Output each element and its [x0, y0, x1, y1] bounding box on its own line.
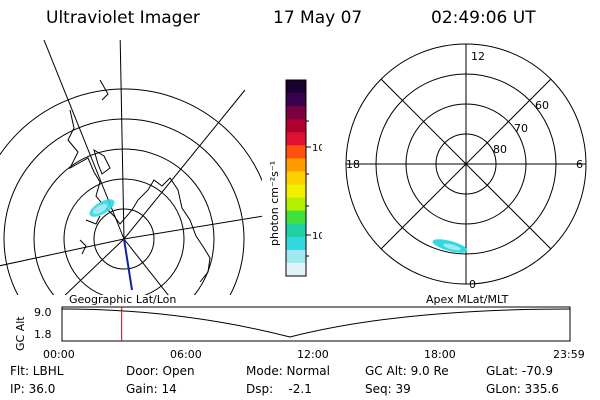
geographic-map [0, 40, 262, 295]
ip-info: IP: 36.0 [10, 382, 56, 396]
colorbar-stripe [286, 184, 306, 199]
colorbar-tick-100: 100 [312, 143, 322, 154]
dsp-info: Dsp: -2.1 [246, 382, 312, 396]
altitude-xtick-1800: 18:00 [424, 348, 456, 361]
colorbar-unit-label: photon cm⁻²s⁻¹ [268, 161, 281, 246]
altitude-ytick-9: 9.0 [34, 306, 52, 319]
colorbar-stripe [286, 80, 306, 94]
altitude-ylabel: GC Alt [14, 316, 27, 351]
glon-info: GLon: 335.6 [486, 382, 559, 396]
instrument-title: Ultraviolet Imager [46, 8, 200, 28]
altitude-ytick-1-8: 1.8 [34, 328, 52, 341]
lat-label-60: 60 [535, 99, 549, 112]
altitude-xtick-1200: 12:00 [297, 348, 329, 361]
colorbar-stripe [286, 145, 306, 159]
gain-info: Gain: 14 [126, 382, 177, 396]
altitude-xtick-0600: 06:00 [170, 348, 202, 361]
colorbar: 100 10 photon cm⁻²s⁻¹ [268, 79, 322, 277]
colorbar-stripe [286, 197, 306, 212]
mlt-label-18: 18 [346, 158, 360, 171]
date-label: 17 May 07 [273, 8, 363, 28]
colorbar-stripe [286, 249, 306, 264]
colorbar-stripe [286, 210, 306, 225]
mlt-label-12: 12 [471, 50, 485, 63]
colorbar-stripe [286, 93, 306, 107]
door-info: Door: Open [126, 364, 195, 378]
mlt-label-0: 0 [469, 278, 476, 291]
colorbar-stripe [286, 132, 306, 146]
lat-label-70: 70 [514, 122, 528, 135]
colorbar-stripe [286, 119, 306, 133]
colorbar-tick-10: 10 [312, 231, 322, 242]
glat-info: GLat: -70.9 [486, 364, 553, 378]
magnetic-map-label: Apex MLat/MLT [426, 293, 509, 306]
lat-label-80: 80 [493, 143, 507, 156]
mode-info: Mode: Normal [246, 364, 330, 378]
gc-alt-info: GC Alt: 9.0 Re [365, 364, 449, 378]
filter-info: Flt: LBHL [10, 364, 64, 378]
altitude-xtick-0000: 00:00 [43, 348, 75, 361]
colorbar-stripe [286, 223, 306, 238]
altitude-plot: GC Alt 9.0 1.8 00:00 06:00 12:00 18:00 2… [14, 306, 585, 361]
time-label: 02:49:06 UT [431, 8, 536, 28]
geographic-map-label: Geographic Lat/Lon [69, 293, 177, 306]
seq-info: Seq: 39 [365, 382, 411, 396]
magnetic-map: 12 18 6 0 60 70 80 [345, 43, 587, 291]
colorbar-stripe [286, 106, 306, 120]
colorbar-stripe [286, 236, 306, 251]
altitude-xtick-2359: 23:59 [553, 348, 585, 361]
mlt-label-6: 6 [576, 158, 583, 171]
colorbar-stripe [286, 171, 306, 186]
colorbar-stripe [286, 262, 306, 277]
colorbar-stripe [286, 158, 306, 172]
